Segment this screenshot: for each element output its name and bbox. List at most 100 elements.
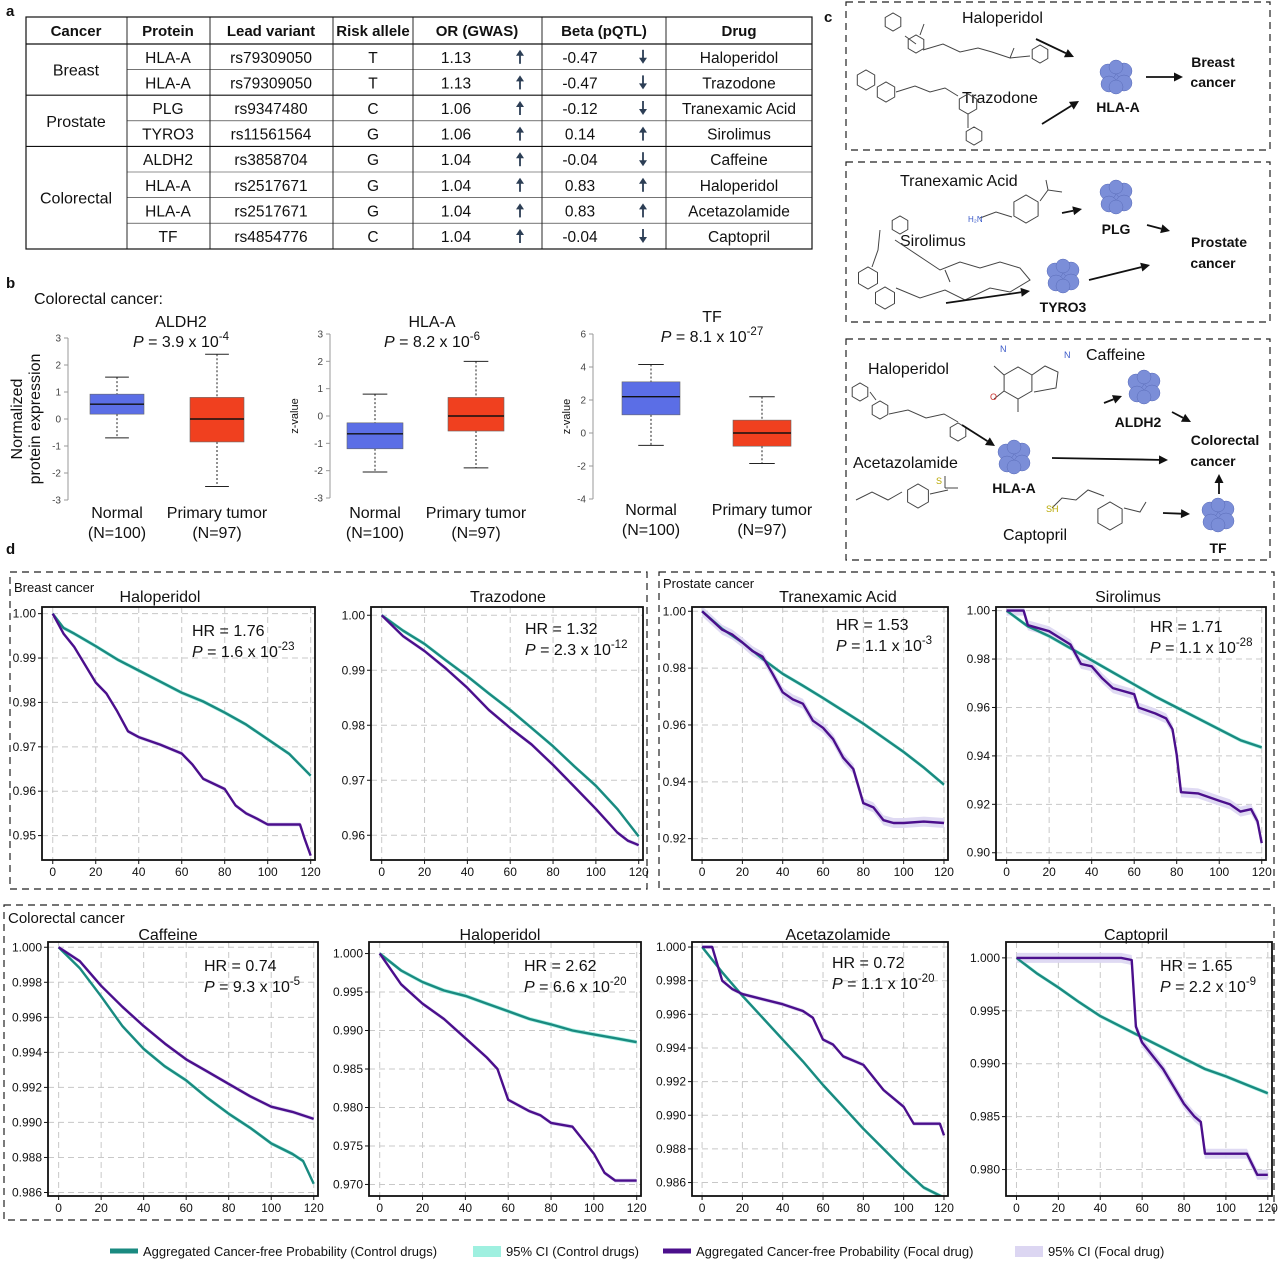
box-ylabel: Normalized [9, 379, 26, 460]
km-curves [378, 951, 637, 1183]
x-tick-label: 80 [544, 1201, 558, 1215]
y-tick-label: 1.00 [13, 607, 37, 621]
y-tick-label: 0.986 [12, 1185, 42, 1199]
legend-label: Aggregated Cancer-free Probability (Foca… [696, 1244, 973, 1259]
x-tick-label: 80 [857, 865, 871, 879]
box-iqr [621, 381, 681, 416]
group-label: Prostate cancer [663, 576, 755, 591]
km-curves [1005, 607, 1263, 849]
y-tick-label: 0.90 [967, 846, 991, 860]
box-y-tick-label: -2 [52, 469, 61, 480]
table-border [25, 16, 813, 250]
drug-label: Sirolimus [900, 233, 966, 250]
drug-label: Tranexamic Acid [900, 173, 1018, 190]
x-tick-label: 0 [699, 865, 706, 879]
x-tick-label: 100 [894, 865, 914, 879]
table-header-cell: Beta (pQTL) [561, 23, 647, 40]
box-y-tick-label: 2 [317, 357, 323, 368]
group-label: Breast cancer [14, 580, 95, 595]
box-ylabel: z-value [561, 399, 573, 434]
down-arrow-icon-head [639, 57, 647, 64]
protein-blob [1136, 369, 1152, 385]
box-y-tick-label: 4 [580, 363, 586, 374]
x-tick-label: 0 [376, 1201, 383, 1215]
arrow [1061, 209, 1074, 214]
protein-blob [1210, 497, 1226, 513]
control-curve [1005, 609, 1263, 749]
x-tick-label: 120 [627, 1201, 647, 1215]
box-iqr [447, 397, 505, 432]
x-tick-label: 60 [1128, 865, 1142, 879]
box-y-tick-label: 2 [55, 361, 61, 372]
p-value: P = 2.3 x 10-12 [525, 639, 628, 659]
table-drug-cell: Haloperidol [700, 50, 778, 67]
haloperidol-structure [884, 12, 1049, 64]
table-variant-cell: rs79309050 [230, 75, 312, 92]
y-tick-label: 0.996 [656, 1007, 686, 1021]
box-iqr [346, 422, 404, 450]
km-frame [41, 606, 316, 861]
table-or-cell: 1.06 [441, 101, 471, 118]
control-curve [701, 946, 944, 1196]
table-beta-cell: -0.04 [562, 152, 598, 169]
drug-label: Trazodone [962, 90, 1038, 107]
x-tick-label: 80 [1177, 1201, 1191, 1215]
y-tick-label: 0.96 [663, 718, 687, 732]
table-beta-cell: -0.12 [562, 101, 597, 118]
atom-label: N [1000, 344, 1007, 354]
km-frame [370, 606, 644, 861]
arrow-head [984, 437, 995, 446]
panel-label-b: b [6, 275, 15, 292]
km-title: Sirolimus [1095, 589, 1161, 606]
box-n-label: (N=97) [192, 525, 241, 542]
control-curve [51, 612, 312, 777]
ci-band-focal [381, 613, 639, 848]
arrow [1041, 104, 1072, 125]
table-protein-cell: ALDH2 [143, 152, 193, 169]
box-p-value: P = 3.9 x 10-4 [133, 331, 230, 351]
table-variant-cell: rs3858704 [234, 152, 308, 169]
drug-label: Haloperidol [962, 10, 1043, 27]
outcome-label: Prostate [1191, 234, 1247, 250]
table-allele-cell: C [367, 229, 378, 246]
ci-band-control [1016, 955, 1268, 1096]
hr-value: HR = 1.76 [192, 623, 265, 640]
x-tick-label: 40 [461, 865, 475, 879]
y-tick-label: 0.99 [342, 663, 366, 677]
x-tick-label: 40 [776, 1201, 790, 1215]
mechanism-box-breast [845, 1, 1271, 151]
box-group-label: Normal [91, 505, 143, 522]
control-curve [57, 946, 315, 1185]
hr-value: HR = 1.32 [525, 621, 598, 638]
control-curve [378, 952, 637, 1044]
box-y-tick-label: -3 [52, 496, 61, 507]
atom-label: N [1064, 350, 1071, 360]
table-or-cell: 1.13 [441, 75, 471, 92]
drug-label: Caffeine [1086, 347, 1145, 364]
km-frame [1005, 941, 1273, 1197]
box-y-tick-label: -2 [314, 466, 323, 477]
down-arrow-icon-head [639, 109, 647, 115]
ci-band-control [52, 611, 311, 778]
y-tick-label: 1.000 [970, 951, 1000, 965]
focal-curve [57, 946, 315, 1121]
table-beta-cell: -0.47 [562, 75, 597, 92]
up-arrow-icon-head [516, 177, 524, 184]
group-label: Colorectal cancer [8, 910, 125, 927]
table-variant-cell: rs2517671 [234, 203, 307, 220]
arrow-head [1180, 413, 1191, 422]
table-drug-cell: Captopril [708, 229, 770, 246]
box-y-tick-label: 3 [317, 330, 323, 341]
x-tick-label: 40 [1094, 1201, 1108, 1215]
x-tick-label: 0 [699, 1201, 706, 1215]
y-tick-label: 0.986 [656, 1176, 686, 1190]
x-tick-label: 0 [55, 1201, 62, 1215]
focal-curve [701, 610, 945, 825]
box-y-tick-label: 0 [317, 412, 323, 423]
x-tick-label: 20 [1042, 865, 1056, 879]
up-arrow-icon-head [639, 203, 647, 210]
y-tick-label: 1.00 [663, 604, 687, 618]
acetazolamide-structure [855, 476, 958, 509]
table-variant-cell: rs79309050 [230, 50, 312, 67]
caffeine-structure [993, 365, 1059, 412]
